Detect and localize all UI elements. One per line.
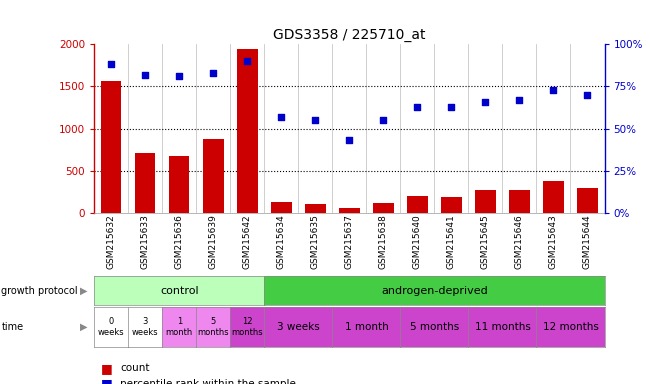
Title: GDS3358 / 225710_at: GDS3358 / 225710_at bbox=[273, 28, 426, 42]
Text: time: time bbox=[1, 322, 23, 332]
Bar bbox=[203, 139, 224, 213]
Point bbox=[480, 99, 491, 105]
Bar bbox=[407, 196, 428, 213]
Text: 12
months: 12 months bbox=[231, 317, 263, 337]
Text: ▶: ▶ bbox=[80, 322, 88, 332]
Text: 12 months: 12 months bbox=[543, 322, 599, 332]
Text: androgen-deprived: androgen-deprived bbox=[381, 286, 488, 296]
Text: 11 months: 11 months bbox=[474, 322, 530, 332]
Text: ■: ■ bbox=[101, 377, 112, 384]
Text: 3 weeks: 3 weeks bbox=[277, 322, 320, 332]
Text: growth protocol: growth protocol bbox=[1, 286, 78, 296]
Bar bbox=[509, 190, 530, 213]
Text: control: control bbox=[160, 286, 199, 296]
Point bbox=[174, 73, 185, 79]
Point bbox=[208, 70, 218, 76]
Text: ■: ■ bbox=[101, 362, 112, 375]
Text: 1 month: 1 month bbox=[344, 322, 388, 332]
Text: percentile rank within the sample: percentile rank within the sample bbox=[120, 379, 296, 384]
Bar bbox=[441, 197, 461, 213]
Bar bbox=[339, 209, 359, 213]
Point bbox=[140, 71, 150, 78]
Text: 3
weeks: 3 weeks bbox=[132, 317, 159, 337]
Bar bbox=[475, 190, 496, 213]
Point bbox=[310, 117, 320, 123]
Bar bbox=[373, 203, 394, 213]
Bar bbox=[577, 188, 598, 213]
Point bbox=[106, 61, 116, 68]
Bar bbox=[169, 156, 190, 213]
Point bbox=[514, 97, 525, 103]
Text: 1
month: 1 month bbox=[166, 317, 193, 337]
Bar bbox=[101, 81, 122, 213]
Point bbox=[548, 87, 558, 93]
Point bbox=[378, 117, 389, 123]
Bar bbox=[543, 181, 564, 213]
Point bbox=[446, 104, 456, 110]
Text: 5
months: 5 months bbox=[198, 317, 229, 337]
Bar bbox=[305, 204, 326, 213]
Point bbox=[582, 92, 593, 98]
Point bbox=[242, 58, 252, 64]
Text: ▶: ▶ bbox=[80, 286, 88, 296]
Text: 0
weeks: 0 weeks bbox=[98, 317, 125, 337]
Point bbox=[276, 114, 287, 120]
Bar bbox=[271, 202, 292, 213]
Bar bbox=[135, 153, 155, 213]
Point bbox=[344, 137, 355, 144]
Text: 5 months: 5 months bbox=[410, 322, 459, 332]
Point bbox=[412, 104, 423, 110]
Text: count: count bbox=[120, 363, 150, 373]
Bar bbox=[237, 49, 257, 213]
